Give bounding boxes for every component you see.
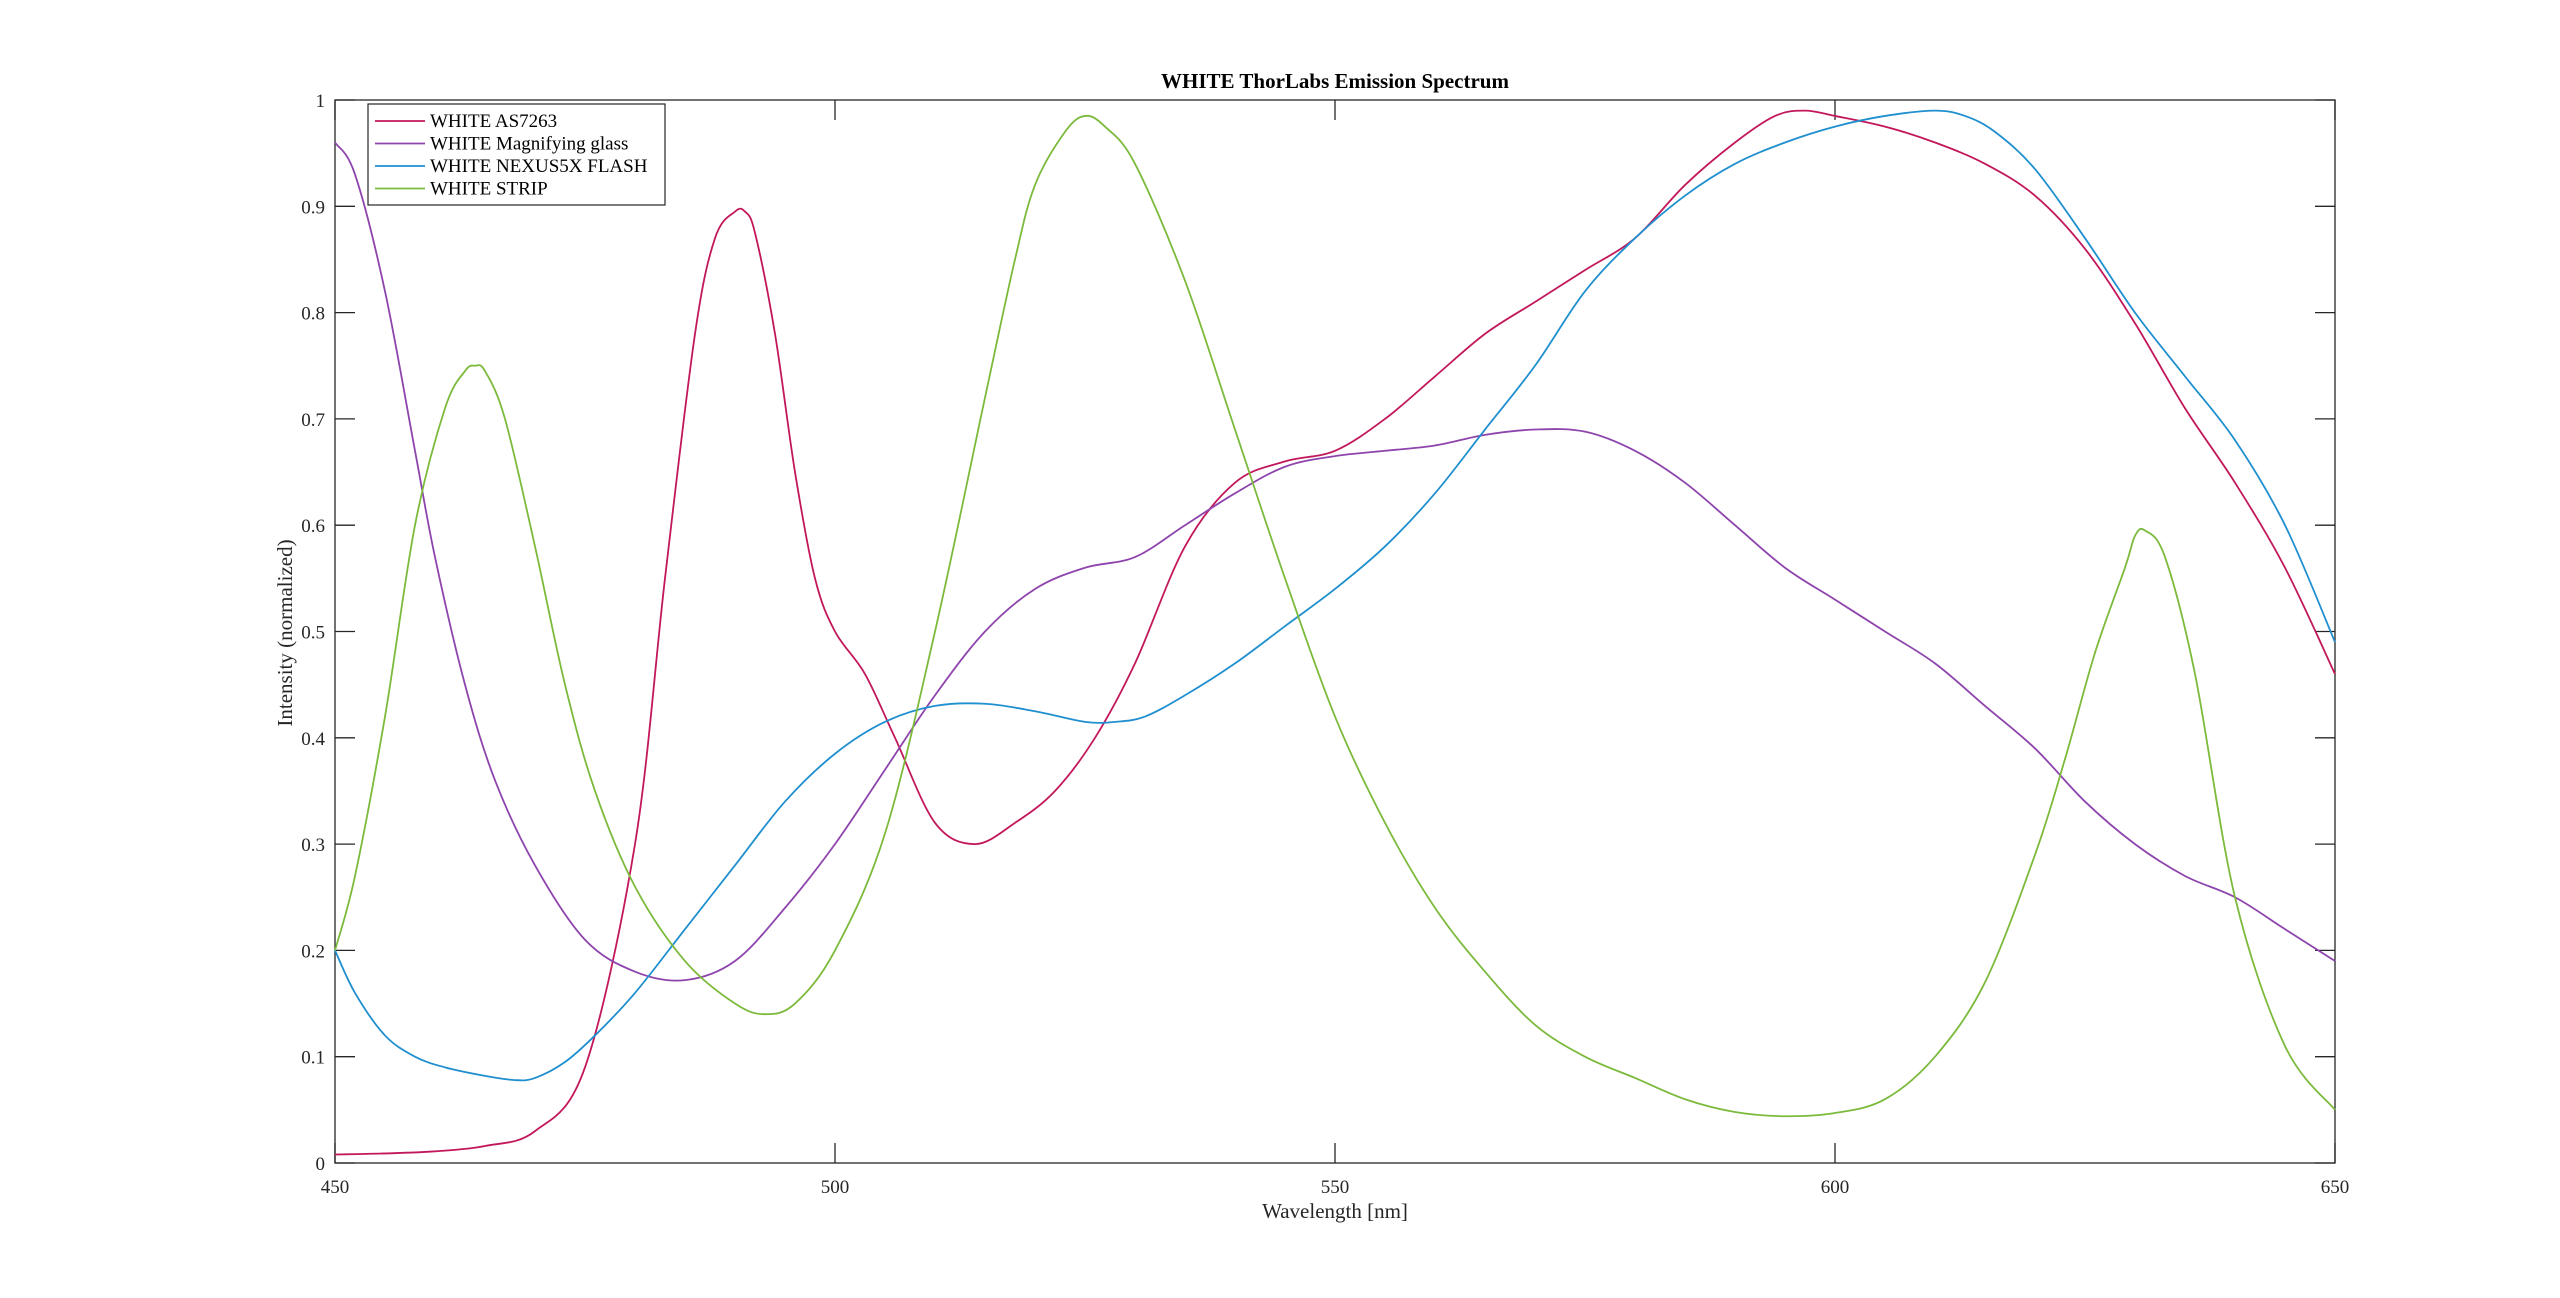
series-line-1 xyxy=(334,109,2336,1156)
y-tick-label: 0.5 xyxy=(301,623,325,644)
y-tick-label: 0.9 xyxy=(301,197,325,218)
legend-label-3: WHITE NEXUS5X FLASH xyxy=(430,156,648,177)
series-line-4 xyxy=(334,114,2336,1118)
x-tick-label: 500 xyxy=(821,1177,850,1198)
series-line-2 xyxy=(334,141,2336,982)
chart-title: WHITE ThorLabs Emission Spectrum xyxy=(1161,69,1509,93)
x-axis-label: Wavelength [nm] xyxy=(1262,1199,1408,1223)
axes-box xyxy=(334,99,2336,1164)
y-tick-label: 0.1 xyxy=(301,1048,325,1069)
y-tick-label: 0 xyxy=(316,1154,326,1175)
y-tick-label: 0.4 xyxy=(301,729,325,750)
y-tick-label: 0.7 xyxy=(301,410,325,431)
axis-tick-labels: 450 500 550 600 650 0 0.1 0.2 0.3 0.4 0.5 0.6 0.7 0.8… xyxy=(301,91,2349,1198)
x-tick-label: 450 xyxy=(321,1177,350,1198)
axis-ticks xyxy=(334,99,2336,1164)
legend-label-1: WHITE AS7263 xyxy=(430,111,557,132)
y-tick-label: 0.2 xyxy=(301,941,325,962)
y-tick-label: 1 xyxy=(316,91,326,112)
x-tick-label: 550 xyxy=(1321,1177,1350,1198)
x-tick-label: 600 xyxy=(1821,1177,1850,1198)
x-tick-label: 650 xyxy=(2321,1177,2350,1198)
legend-label-2: WHITE Magnifying glass xyxy=(430,134,628,155)
y-tick-label: 0.6 xyxy=(301,516,325,537)
series-line-3 xyxy=(334,109,2336,1082)
y-tick-label: 0.3 xyxy=(301,835,325,856)
legend-label-4: WHITE STRIP xyxy=(430,179,548,200)
y-axis-label: Intensity (normalized) xyxy=(273,539,297,726)
y-tick-label: 0.8 xyxy=(301,304,325,325)
series-lines xyxy=(334,109,2336,1156)
plot-area: 450 500 550 600 650 0 0.1 0.2 0.3 0.4 0.5 0.6 0.7 0.8… xyxy=(301,91,2349,1198)
